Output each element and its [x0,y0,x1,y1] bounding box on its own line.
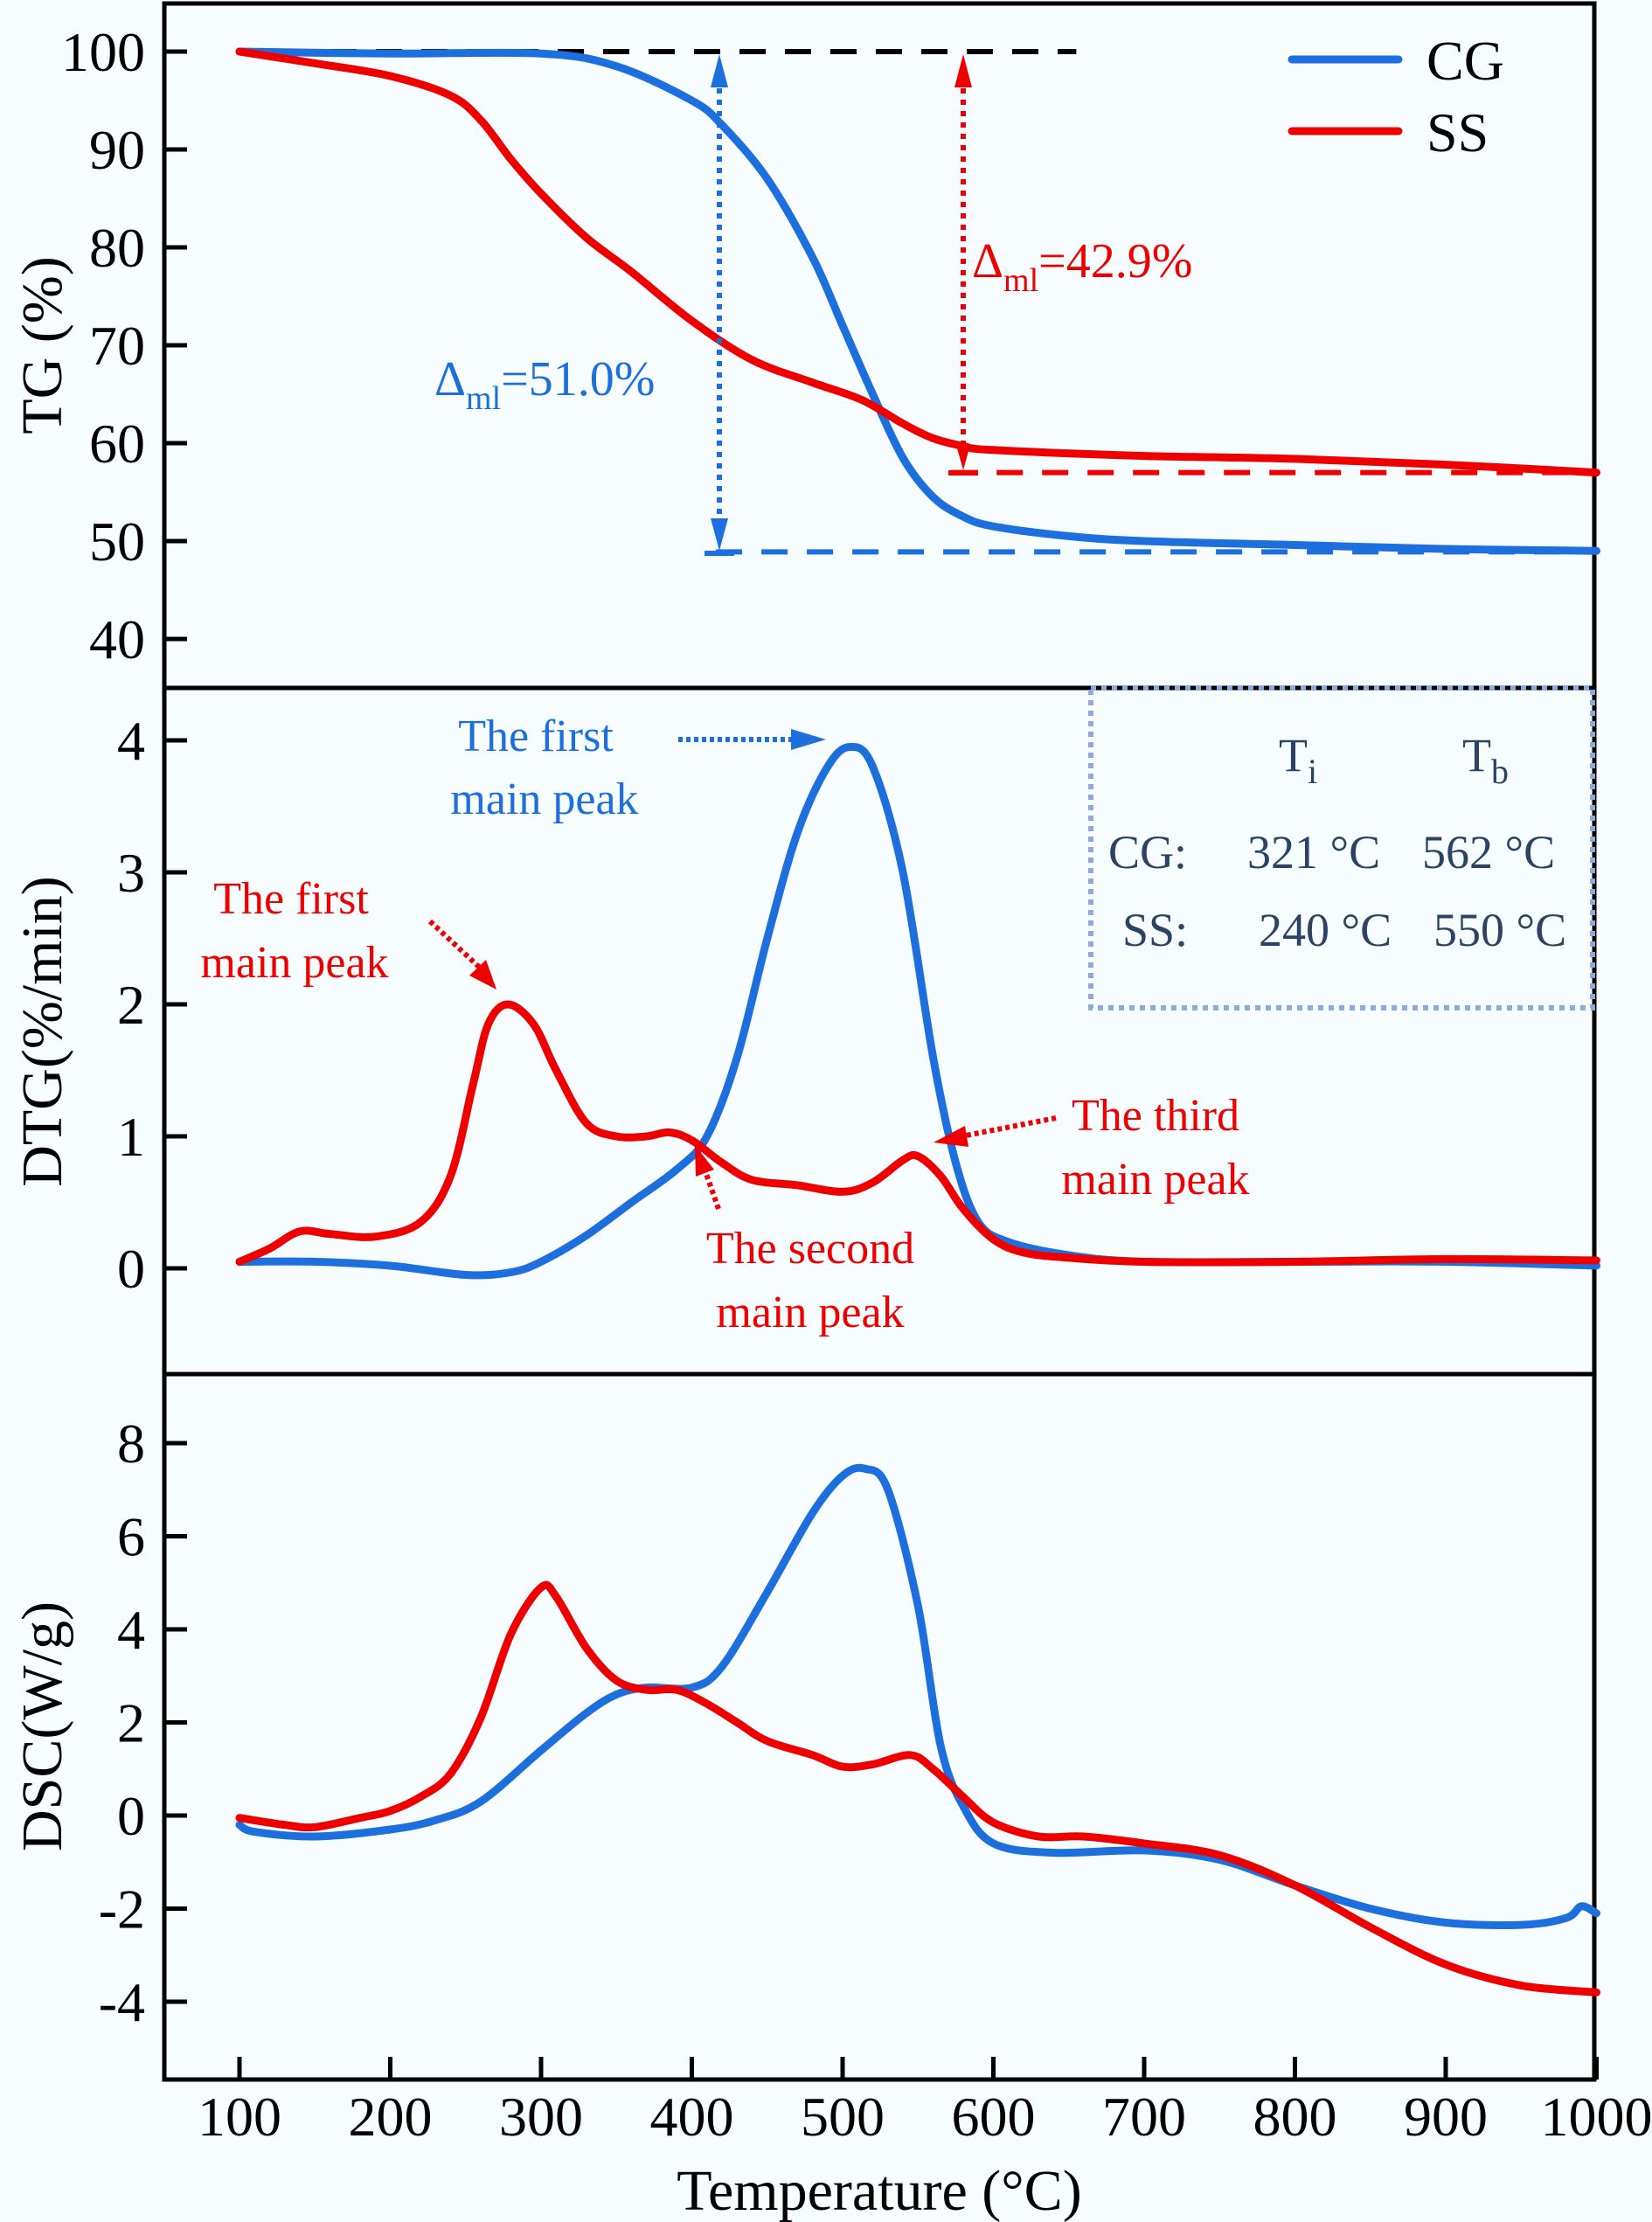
dsc-cg-curve [235,1463,1600,1930]
delta-subscript: ml [1003,262,1038,299]
ss-second-peak-label-line1: The second [706,1224,914,1274]
x-tick-label: 800 [1253,2086,1337,2148]
dsc-y-tick-label: 2 [117,1692,145,1754]
cg-first-peak-label-line2: main peak [450,774,638,824]
ss-first-peak-arrow [427,919,483,971]
tg-y-tick-label: 50 [89,510,145,573]
dtg-y-tick-label: 1 [117,1106,145,1168]
legend-ss-label: SS [1426,101,1489,163]
inset-row-ss-ti: 240 °C [1259,904,1392,956]
x-tick-label: 100 [198,2086,281,2148]
inset-row-cg-ti: 321 °C [1247,826,1380,878]
inset-row-cg-label: CG: [1108,826,1187,878]
dsc-y-ticks: -4 -2 0 2 4 6 8 [99,1413,187,2033]
tg-y-tick-label: 100 [61,21,145,83]
tg-y-tick-label: 90 [89,119,145,181]
cg-mass-loss-annotation: Δml=51.0% [434,54,734,556]
ss-first-peak-label-line1: The first [213,874,369,924]
ss-second-peak-arrowhead-icon [695,1145,714,1177]
inset-row-ss-label: SS: [1122,904,1188,956]
ss-third-peak-arrowhead-icon [934,1126,968,1147]
inset-header-tb: Tb [1462,729,1509,791]
x-tick-label: 600 [952,2086,1036,2148]
ss-arrowhead-up-icon [954,54,972,87]
x-tick-label: 700 [1102,2086,1186,2148]
inset-header-ti-main: T [1279,729,1308,781]
ss-mass-loss-label: Δml=42.9% [972,234,1192,299]
ss-first-peak-arrowhead-icon [469,960,496,989]
inset-header-tb-main: T [1462,729,1491,781]
ss-second-peak-annotation: The second main peak [695,1145,914,1337]
ss-mass-loss-value: =42.9% [1038,234,1192,288]
dsc-ss-curve [235,1580,1600,1996]
dtg-series [235,742,1600,1280]
ss-second-peak-arrow [703,1170,721,1210]
cg-arrowhead-up-icon [711,54,728,87]
inset-row-ss-tb: 550 °C [1433,904,1566,956]
x-tick-label: 500 [801,2086,885,2148]
tg-y-tick-label: 60 [89,413,145,475]
dtg-y-tick-label: 0 [117,1238,145,1300]
x-ticks: 100 200 300 400 500 600 700 800 900 1000 [198,2057,1652,2148]
dsc-y-tick-label: 4 [117,1599,145,1661]
inset-row-cg-tb: 562 °C [1422,826,1555,878]
dtg-y-tick-label: 4 [117,710,145,772]
tg-y-tick-label: 70 [89,315,145,377]
ss-first-peak-label-line2: main peak [200,938,388,988]
ss-third-peak-arrow [961,1115,1057,1139]
cg-mass-loss-value: =51.0% [501,352,655,406]
dtg-y-tick-label: 3 [117,842,145,904]
tg-series [235,47,1600,555]
dsc-y-tick-label: 6 [117,1506,145,1568]
x-tick-label: 200 [349,2086,433,2148]
cg-arrowhead-down-icon [711,518,728,551]
tg-y-tick-label: 40 [89,608,145,670]
ss-third-peak-label-line2: main peak [1061,1155,1249,1205]
cg-mass-loss-label: Δml=51.0% [434,352,655,417]
ss-arrowhead-down-icon [956,445,970,470]
dtg-y-axis-title: DTG(%/min) [10,876,74,1187]
inset-header-tb-sub: b [1491,752,1509,791]
plot-border [162,1,1597,2082]
cg-first-peak-arrowhead-icon [791,729,826,750]
cg-first-peak-label-line1: The first [458,712,614,761]
cg-first-peak-annotation: The first main peak [450,712,826,824]
legend: CG SS [1288,30,1504,163]
dtg-y-ticks: 0 1 2 3 4 [117,710,187,1300]
dsc-y-tick-label: 8 [117,1413,145,1475]
dsc-y-tick-label: -4 [99,1971,145,2033]
ss-third-peak-annotation: The third main peak [934,1091,1250,1205]
legend-cg-label: CG [1426,30,1504,92]
ss-mass-loss-annotation: Δml=42.9% [948,54,1192,476]
dtg-y-tick-label: 2 [117,974,145,1036]
inset-header-ti-sub: i [1308,752,1317,791]
inset-border [1088,685,1595,1010]
dsc-y-tick-label: 0 [117,1785,145,1847]
delta-subscript: ml [466,380,501,417]
x-tick-label: 1000 [1541,2086,1652,2148]
delta-symbol: Δ [434,352,466,406]
dtg-ss-curve [235,1000,1600,1267]
ss-third-peak-label-line1: The third [1072,1091,1239,1141]
dsc-series [235,1463,1600,1996]
tg-cg-curve [235,47,1600,555]
dsc-y-axis-title: DSC(W/g) [10,1601,74,1851]
dsc-y-tick-label: -2 [99,1878,145,1941]
ss-second-peak-label-line2: main peak [716,1288,904,1337]
inset-temperature-table: Ti Tb CG: 321 °C 562 °C SS: 240 °C 550 °… [1088,685,1595,1010]
ss-first-peak-annotation: The first main peak [200,874,496,989]
tg-y-ticks: 40 50 60 70 80 90 100 [61,21,187,670]
x-axis-title: Temperature (°C) [677,2159,1081,2222]
tg-y-axis-title: TG (%) [10,256,74,434]
tg-y-tick-label: 80 [89,217,145,279]
inset-header-ti: Ti [1279,729,1317,791]
x-tick-label: 900 [1404,2086,1488,2148]
x-tick-label: 300 [499,2086,583,2148]
x-tick-label: 400 [650,2086,734,2148]
delta-symbol: Δ [972,234,1003,288]
tg-ss-curve [235,47,1600,477]
